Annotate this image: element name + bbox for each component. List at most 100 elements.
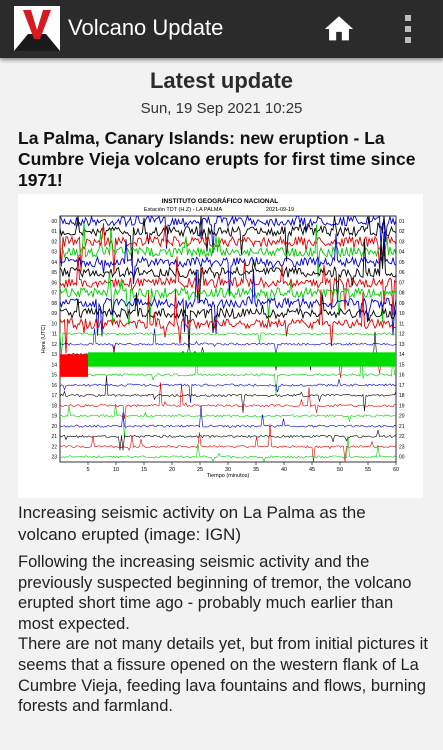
seismic-trace <box>59 289 397 354</box>
x-tick-label: 30 <box>225 467 231 473</box>
y-tick-label: 01 <box>399 219 405 225</box>
y-tick-label: 23 <box>51 455 57 461</box>
y-tick-label: 00 <box>51 219 57 225</box>
article-paragraph: Following the increasing seismic activit… <box>18 553 412 633</box>
seismic-trace <box>59 435 397 464</box>
y-tick-label: 14 <box>399 352 405 358</box>
article-title: La Palma, Canary Islands: new eruption -… <box>18 128 416 190</box>
seismic-trace <box>59 268 397 337</box>
x-tick-label: 35 <box>253 467 259 473</box>
y-tick-label: 20 <box>399 414 405 420</box>
y-tick-label: 11 <box>52 332 57 338</box>
y-tick-label: 15 <box>51 373 57 379</box>
figure-y-ticks-right: 01 02 03 04 05 06 07 08 09 10 11 12 13 14 15 16 17 18 19 20… <box>399 219 405 461</box>
y-tick-label: 18 <box>51 403 57 409</box>
y-tick-label: 15 <box>399 362 405 368</box>
x-tick-label: 50 <box>337 467 343 473</box>
seismic-trace <box>59 404 397 439</box>
y-tick-label: 22 <box>399 434 405 440</box>
figure-y-label: Hora (UTC) <box>41 325 47 354</box>
seismic-trace <box>59 382 396 420</box>
y-tick-label: 00 <box>399 455 405 461</box>
x-tick-label: 60 <box>393 467 399 473</box>
article-body: Following the increasing seismic activit… <box>18 552 428 717</box>
y-tick-label: 03 <box>51 250 57 256</box>
seismic-trace <box>59 332 397 356</box>
seismic-trace <box>59 214 397 254</box>
y-tick-label: 21 <box>51 434 57 440</box>
figure-subtitle: Estación TDT (H.Z) - LA PALMA <box>144 207 223 213</box>
x-tick-label: 10 <box>113 467 119 473</box>
y-tick-label: 19 <box>51 414 57 420</box>
y-tick-label: 16 <box>399 373 405 379</box>
y-tick-label: 20 <box>51 424 57 430</box>
tremor-burst <box>60 354 88 377</box>
seismic-trace <box>59 271 397 326</box>
seismogram-figure: INSTITUTO GEOGRÁFICO NACIONAL Estación T… <box>41 196 405 479</box>
seismic-trace <box>59 375 397 413</box>
y-tick-label: 11 <box>399 321 404 327</box>
home-icon <box>324 16 354 41</box>
y-tick-label: 14 <box>51 362 57 368</box>
y-tick-label: 06 <box>399 270 405 276</box>
x-tick-label: 20 <box>169 467 175 473</box>
y-tick-label: 17 <box>399 383 405 389</box>
update-date: Sun, 19 Sep 2021 10:25 <box>140 100 303 117</box>
y-tick-label: 10 <box>51 321 57 327</box>
y-tick-label: 07 <box>51 291 57 297</box>
y-tick-label: 08 <box>399 291 405 297</box>
y-tick-label: 03 <box>399 239 405 245</box>
x-tick-label: 5 <box>86 467 89 473</box>
y-tick-label: 05 <box>51 270 57 276</box>
y-tick-label: 06 <box>51 280 57 286</box>
seismic-trace <box>59 292 397 348</box>
article-content[interactable]: Latest update Sun, 19 Sep 2021 10:25 La … <box>0 58 443 750</box>
seismic-trace <box>59 231 397 296</box>
seismic-trace <box>59 239 397 303</box>
y-tick-label: 16 <box>51 383 57 389</box>
seismic-trace <box>59 430 397 451</box>
figure-date: 2021-09-19 <box>266 207 294 213</box>
y-tick-label: 04 <box>399 250 405 256</box>
home-button[interactable] <box>322 12 356 46</box>
y-tick-label: 13 <box>51 352 57 358</box>
y-tick-label: 02 <box>399 229 405 235</box>
figure-title: INSTITUTO GEOGRÁFICO NACIONAL <box>162 196 279 205</box>
x-tick-label: 40 <box>281 467 287 473</box>
seismic-traces <box>59 214 397 464</box>
y-tick-label: 13 <box>399 342 405 348</box>
y-tick-label: 12 <box>51 342 57 348</box>
y-tick-label: 17 <box>51 393 57 399</box>
seismic-trace <box>59 223 397 274</box>
seismic-trace <box>59 215 397 267</box>
y-tick-label: 05 <box>399 260 405 266</box>
y-tick-label: 08 <box>51 301 57 307</box>
figure-x-ticks: 5 10 15 20 25 30 35 40 45 50 55 60 <box>86 462 399 473</box>
y-tick-label: 22 <box>51 444 57 450</box>
x-tick-label: 45 <box>309 467 315 473</box>
seismic-trace <box>59 222 397 278</box>
y-tick-label: 10 <box>399 311 405 317</box>
overflow-menu-button[interactable] <box>400 12 416 46</box>
seismic-trace <box>59 255 397 316</box>
figure-y-ticks-left: 00 01 02 03 04 05 06 07 08 09 10 11 12 13 14 15 16 17 18 19… <box>51 219 57 461</box>
y-tick-label: 09 <box>51 311 57 317</box>
y-tick-label: 21 <box>399 424 405 430</box>
page-heading: Latest update <box>149 68 294 93</box>
app-title: Volcano Update <box>68 15 224 40</box>
y-tick-label: 09 <box>399 301 405 307</box>
figure-plot-area <box>59 215 397 463</box>
figure-x-label: Tiempo (minutos) <box>207 473 250 479</box>
seismic-trace <box>59 354 397 395</box>
x-tick-label: 15 <box>141 467 147 473</box>
seismic-trace <box>59 328 397 356</box>
y-tick-label: 18 <box>399 393 405 399</box>
y-tick-label: 19 <box>399 403 405 409</box>
y-tick-label: 23 <box>399 444 405 450</box>
y-tick-label: 04 <box>51 260 57 266</box>
article-paragraph: There are not many details yet, but from… <box>18 635 428 716</box>
tremor-band <box>88 352 396 367</box>
y-tick-label: 01 <box>51 229 57 235</box>
x-tick-label: 55 <box>365 467 371 473</box>
seismic-trace <box>59 405 397 428</box>
